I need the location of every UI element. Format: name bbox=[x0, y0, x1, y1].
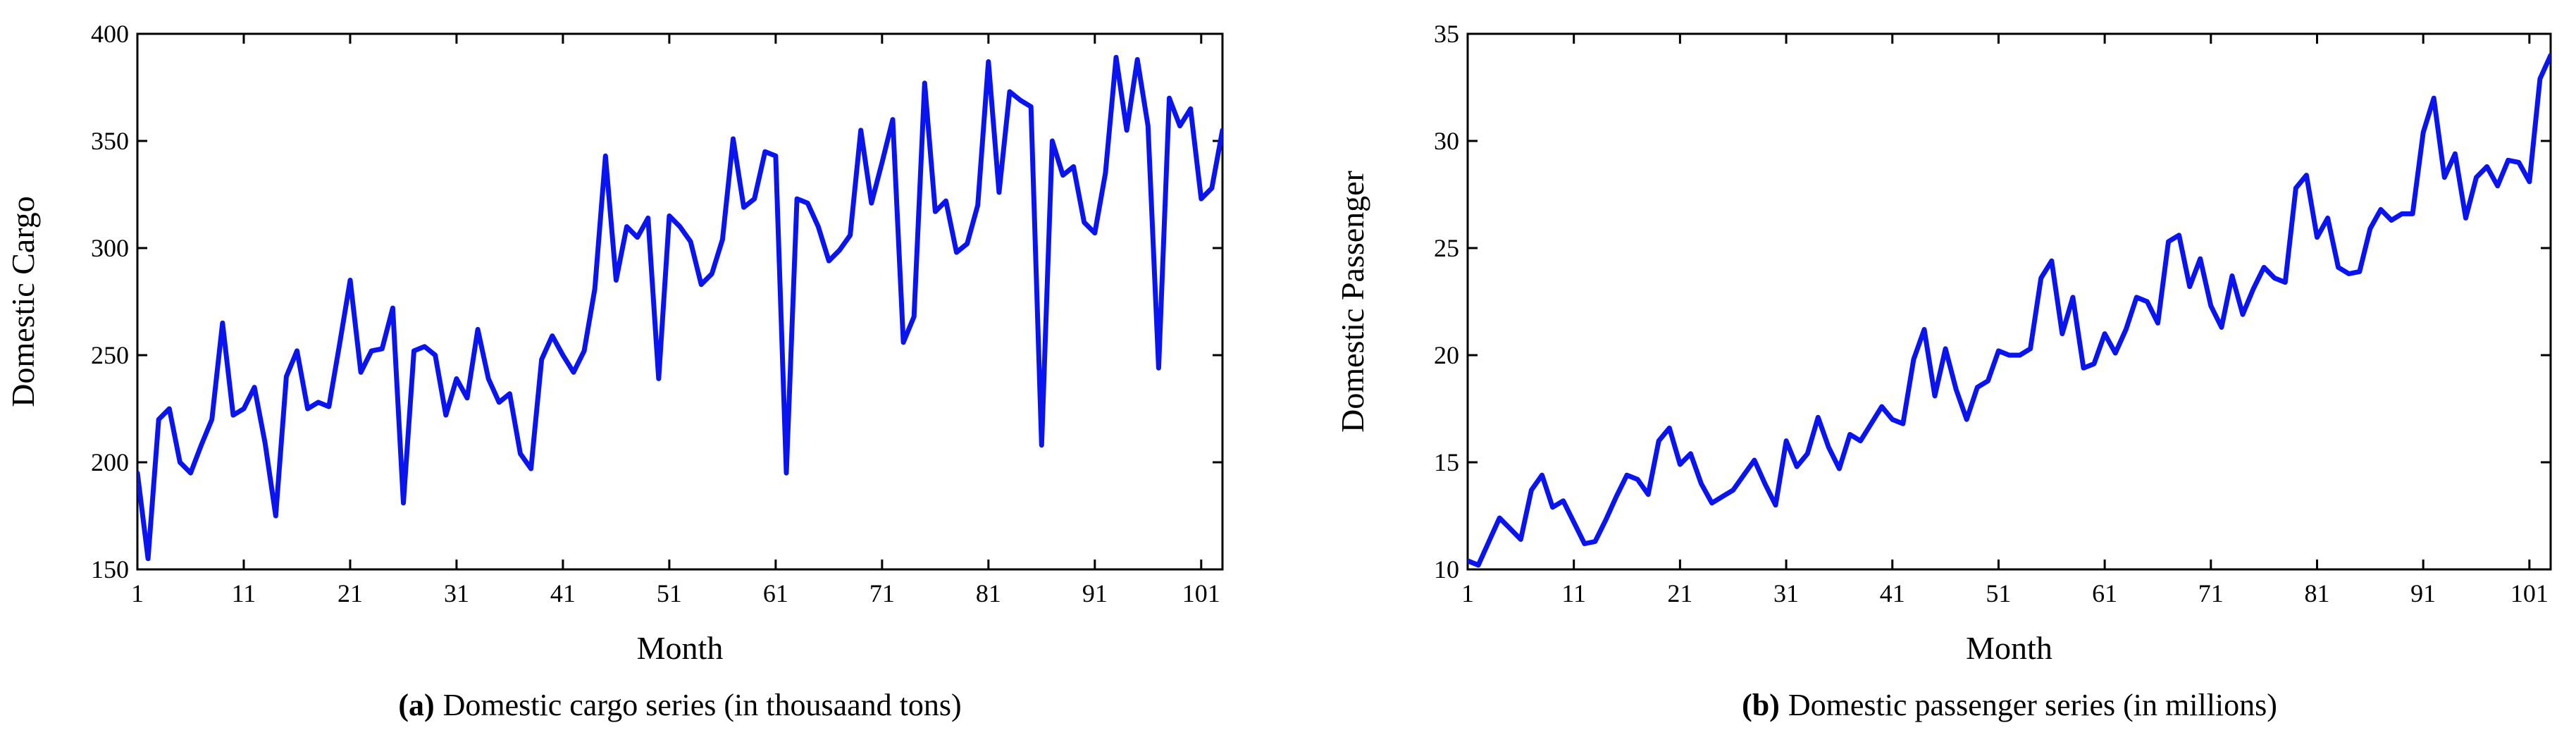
x-tick-label: 81 bbox=[2304, 579, 2329, 607]
x-tick-label: 101 bbox=[1182, 579, 1220, 607]
y-tick-label: 350 bbox=[91, 127, 129, 155]
x-tick-label: 31 bbox=[1773, 579, 1799, 607]
x-tick-label: 1 bbox=[131, 579, 144, 607]
x-tick-label: 91 bbox=[2410, 579, 2436, 607]
x-tick-label: 101 bbox=[2510, 579, 2549, 607]
passenger-y-axis-label: Domestic Passenger bbox=[1335, 171, 1370, 433]
x-tick-label: 41 bbox=[1880, 579, 1905, 607]
x-tick-label: 41 bbox=[550, 579, 576, 607]
y-tick-label: 400 bbox=[91, 20, 129, 48]
x-tick-label: 61 bbox=[763, 579, 788, 607]
passenger-x-axis-label: Month bbox=[1966, 630, 2052, 666]
y-tick-label: 10 bbox=[1434, 555, 1459, 583]
x-tick-label: 31 bbox=[444, 579, 469, 607]
x-tick-label: 11 bbox=[232, 579, 256, 607]
x-tick-label: 71 bbox=[869, 579, 895, 607]
cargo-caption: (a) Domestic cargo series (in thousaand t… bbox=[398, 688, 961, 722]
y-tick-label: 15 bbox=[1434, 448, 1459, 476]
x-tick-label: 91 bbox=[1082, 579, 1108, 607]
caption-label: (b) bbox=[1742, 688, 1780, 722]
y-tick-label: 25 bbox=[1434, 234, 1459, 262]
passenger-plot-frame bbox=[1466, 32, 2552, 571]
cargo-y-axis-label: Domestic Cargo bbox=[5, 196, 41, 407]
y-tick-label: 200 bbox=[91, 448, 129, 476]
x-tick-label: 51 bbox=[1986, 579, 2011, 607]
x-tick-label: 21 bbox=[1667, 579, 1692, 607]
cargo-series-line bbox=[137, 54, 1222, 562]
x-tick-label: 11 bbox=[1561, 579, 1586, 607]
x-tick-label: 1 bbox=[1461, 579, 1474, 607]
y-tick-label: 35 bbox=[1434, 20, 1459, 48]
x-tick-label: 71 bbox=[2198, 579, 2224, 607]
x-tick-label: 51 bbox=[657, 579, 682, 607]
passenger-caption: (b) Domestic passenger series (in million… bbox=[1742, 688, 2277, 722]
passenger-series-line bbox=[1468, 52, 2551, 568]
x-tick-label: 21 bbox=[338, 579, 363, 607]
caption-text: Domestic passenger series (in millions) bbox=[1788, 688, 2277, 722]
x-tick-label: 81 bbox=[976, 579, 1001, 607]
y-tick-label: 30 bbox=[1434, 127, 1459, 155]
y-tick-label: 300 bbox=[91, 234, 129, 262]
y-tick-label: 250 bbox=[91, 341, 129, 369]
cargo-x-axis-label: Month bbox=[637, 630, 724, 666]
caption-label: (a) bbox=[398, 688, 434, 722]
cargo-plot-frame bbox=[136, 32, 1224, 571]
y-tick-label: 150 bbox=[91, 555, 129, 583]
x-tick-label: 61 bbox=[2092, 579, 2117, 607]
caption-text: Domestic cargo series (in thousaand tons… bbox=[443, 688, 962, 722]
y-tick-label: 20 bbox=[1434, 341, 1459, 369]
